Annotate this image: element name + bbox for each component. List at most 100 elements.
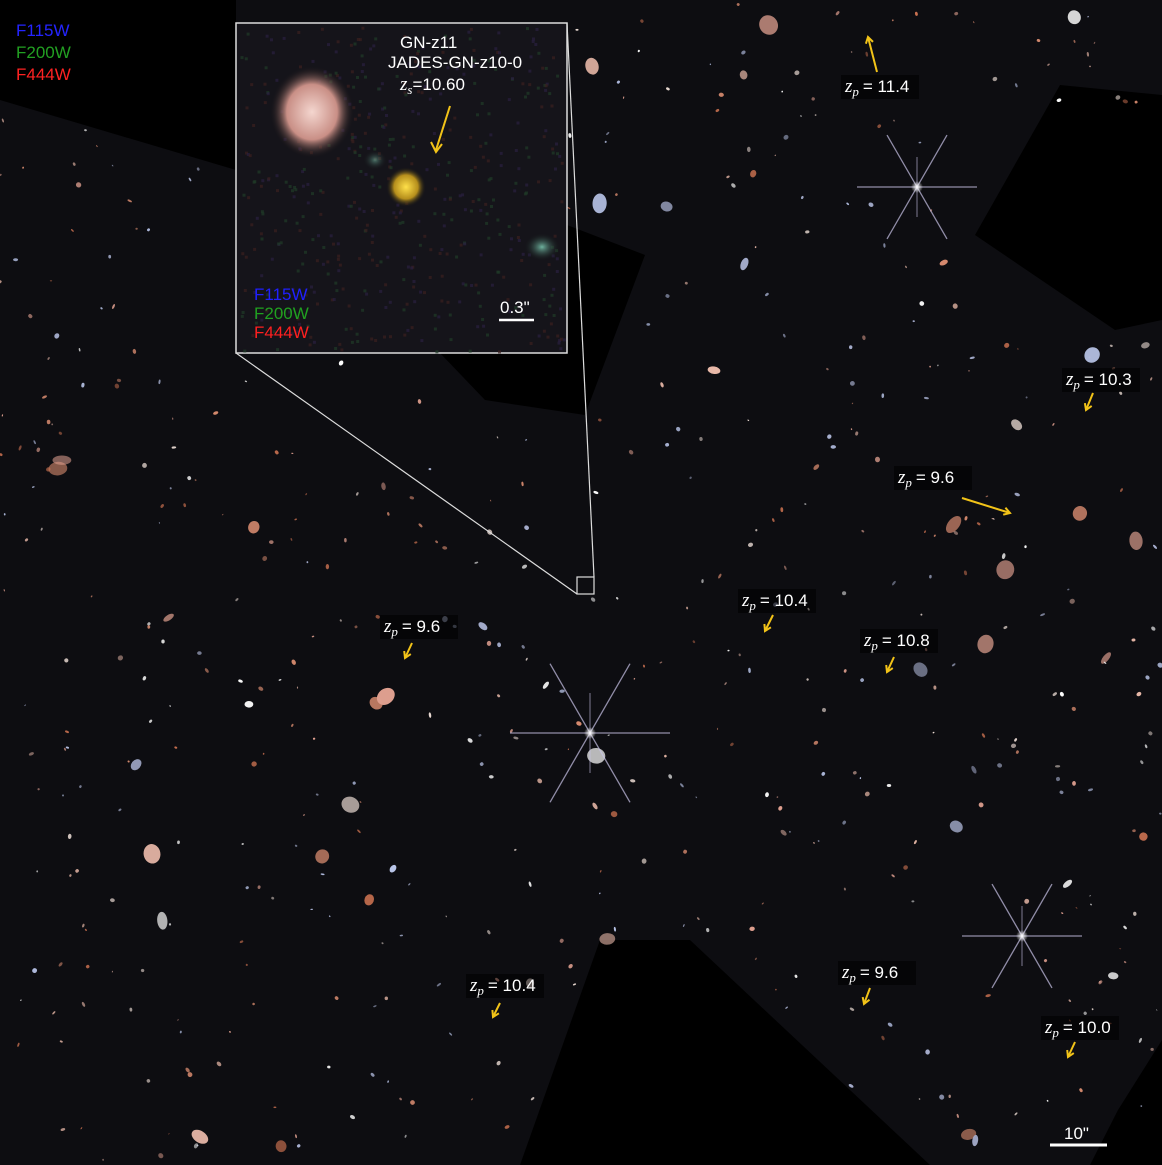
galaxy bbox=[1148, 731, 1153, 736]
pointer-arrow bbox=[961, 497, 1011, 514]
noise-pixel bbox=[413, 300, 417, 304]
galaxy bbox=[1052, 692, 1057, 696]
noise-pixel bbox=[496, 218, 500, 222]
galaxy bbox=[42, 395, 47, 399]
galaxy bbox=[271, 896, 275, 900]
galaxy bbox=[1087, 788, 1094, 792]
galaxy bbox=[54, 333, 60, 339]
galaxy bbox=[904, 265, 908, 269]
noise-pixel bbox=[308, 343, 312, 347]
noise-pixel bbox=[559, 347, 563, 351]
z-symbol: z bbox=[399, 74, 408, 95]
z-value: = 10.8 bbox=[882, 631, 930, 650]
noise-pixel bbox=[380, 82, 384, 86]
galaxy bbox=[576, 721, 582, 726]
galaxy bbox=[804, 503, 807, 505]
galaxy bbox=[40, 527, 43, 531]
galaxy bbox=[0, 280, 2, 284]
noise-pixel bbox=[388, 138, 392, 141]
noise-pixel bbox=[438, 252, 442, 255]
galaxy bbox=[969, 356, 975, 360]
galaxy bbox=[417, 399, 422, 404]
galaxy bbox=[996, 560, 1015, 580]
noise-pixel bbox=[340, 348, 344, 352]
galaxy bbox=[846, 202, 850, 206]
noise-pixel bbox=[371, 258, 374, 262]
noise-pixel bbox=[428, 276, 432, 279]
galaxy bbox=[244, 380, 248, 383]
noise-pixel bbox=[358, 207, 362, 211]
noise-pixel bbox=[507, 98, 511, 102]
noise-pixel bbox=[361, 63, 365, 67]
noise-pixel bbox=[542, 298, 546, 302]
galaxy bbox=[28, 314, 33, 319]
galaxy bbox=[689, 476, 692, 479]
galaxy bbox=[821, 707, 827, 713]
galaxy bbox=[213, 411, 219, 415]
galaxy bbox=[1119, 391, 1123, 395]
noise-pixel bbox=[398, 211, 402, 215]
pointer-arrow bbox=[863, 987, 871, 1005]
noise-pixel bbox=[288, 310, 292, 314]
z-subscript: p bbox=[1051, 1025, 1059, 1040]
noise-pixel bbox=[270, 38, 273, 42]
noise-pixel bbox=[461, 282, 465, 286]
label-background bbox=[860, 629, 938, 653]
galaxy bbox=[158, 522, 160, 524]
noise-pixel bbox=[458, 300, 462, 304]
noise-pixel bbox=[248, 154, 252, 158]
galaxy bbox=[127, 760, 130, 763]
galaxy bbox=[387, 512, 390, 516]
noise-pixel bbox=[443, 197, 447, 201]
z-symbol: z bbox=[897, 467, 906, 488]
galaxy bbox=[36, 870, 39, 873]
galaxy bbox=[1123, 961, 1127, 964]
pointer-arrow bbox=[404, 642, 413, 659]
galaxy bbox=[604, 140, 607, 143]
noise-pixel bbox=[472, 48, 476, 52]
pointer-arrow-head bbox=[1002, 507, 1012, 516]
noise-pixel bbox=[418, 65, 422, 69]
galaxy bbox=[891, 874, 895, 878]
redshift-label: zp = 9.6 bbox=[383, 616, 440, 639]
noise-pixel bbox=[462, 72, 466, 76]
noise-pixel bbox=[459, 243, 463, 247]
galaxy bbox=[945, 516, 962, 533]
noise-pixel bbox=[556, 334, 560, 338]
galaxy bbox=[666, 87, 670, 91]
noise-pixel bbox=[544, 313, 548, 317]
noise-pixel bbox=[506, 298, 510, 302]
galaxy bbox=[800, 195, 804, 200]
galaxy bbox=[852, 771, 857, 775]
galaxy bbox=[593, 490, 599, 495]
galaxy bbox=[474, 561, 479, 564]
noise-pixel bbox=[266, 92, 270, 96]
noise-pixel bbox=[274, 229, 277, 233]
galaxy bbox=[305, 493, 308, 496]
noise-pixel bbox=[540, 105, 544, 109]
noise-pixel bbox=[370, 241, 374, 244]
noise-pixel bbox=[420, 339, 424, 343]
noise-pixel bbox=[544, 129, 548, 133]
noise-pixel bbox=[486, 333, 489, 337]
label-background bbox=[1062, 368, 1140, 392]
noise-pixel bbox=[557, 341, 561, 345]
noise-pixel bbox=[534, 43, 538, 46]
galaxy bbox=[291, 723, 294, 727]
noise-pixel bbox=[245, 106, 249, 110]
noise-pixel bbox=[433, 327, 437, 331]
galaxy bbox=[585, 57, 599, 75]
noise-pixel bbox=[336, 157, 340, 161]
noise-pixel bbox=[420, 91, 424, 95]
galaxy bbox=[972, 21, 975, 24]
noise-pixel bbox=[406, 328, 410, 332]
noise-pixel bbox=[377, 87, 381, 91]
galaxy bbox=[428, 467, 432, 471]
galaxy bbox=[497, 694, 501, 698]
galaxy bbox=[325, 563, 330, 570]
noise-pixel bbox=[551, 151, 555, 155]
noise-pixel bbox=[253, 247, 257, 251]
galaxy bbox=[598, 892, 601, 895]
noise-pixel bbox=[392, 211, 396, 215]
